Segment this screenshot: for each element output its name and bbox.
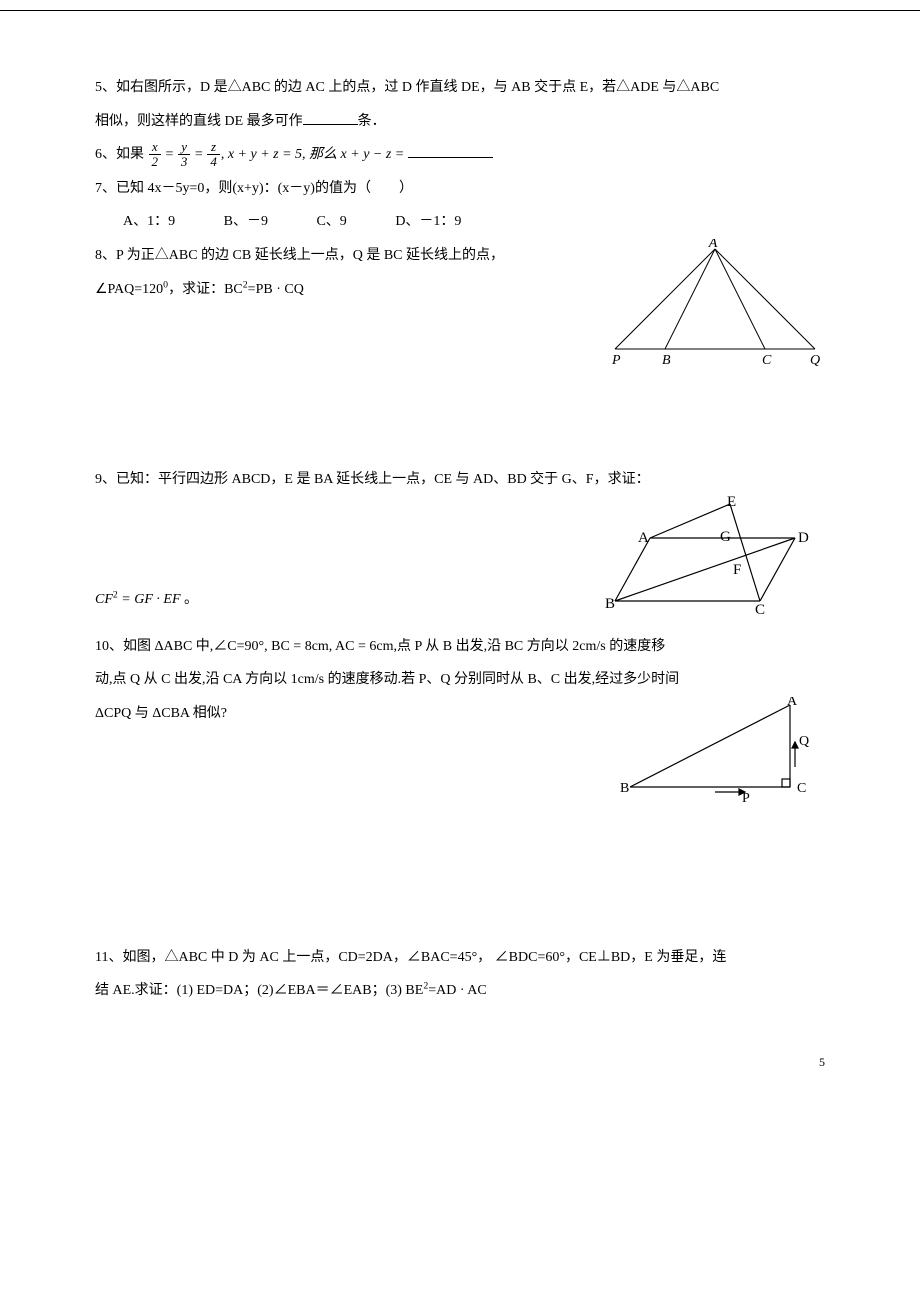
opt-b: B、－9 [224,205,268,239]
svg-text:B: B [620,781,629,796]
q8-l2a: ∠PAQ=120 [95,282,163,297]
q7-choices: A、1：9 B、－9 C、9 D、－1：9 [95,205,825,239]
question-10: 10、如图 ΔABC 中,∠C=90°, BC = 8cm, AC = 6cm,… [95,630,825,664]
right-triangle-svg: A Q C B P [615,697,825,807]
den: 3 [178,155,191,169]
question-8b: ∠PAQ=1200，求证：BC2=PB · CQ [95,273,610,307]
q10-figure: A Q C B P [615,697,825,821]
q11-l2b: =AD · AC [428,983,486,998]
svg-text:P: P [742,791,750,806]
parallelogram-svg: E A G D F B C [605,496,825,616]
q6-eq: x + y + z = 5, 那么 x + y − z = [228,147,404,162]
q9-period: 。 [184,592,198,607]
q11-l2a: 结 AE.求证：(1) ED=DA；(2)∠EBA＝∠EAB；(3) BE [95,983,423,998]
q9-rest: = GF · EF [118,592,181,607]
question-11: 11、如图，△ABC 中 D 为 AC 上一点，CD=2DA，∠BAC=45°，… [95,941,825,975]
q5-label: 5、 [95,80,116,95]
blank [303,108,358,124]
num: y [178,140,191,155]
q6-mid: , [221,147,225,162]
q7-text: 已知 4x－5y=0，则(x+y)：(x－y)的值为（ ） [116,181,413,196]
svg-text:A: A [787,697,798,709]
question-11b: 结 AE.求证：(1) ED=DA；(2)∠EBA＝∠EAB；(3) BE2=A… [95,974,825,1008]
question-8: 8、P 为正△ABC 的边 CB 延长线上一点，Q 是 BC 延长线上的点， [95,239,610,273]
question-7: 7、已知 4x－5y=0，则(x+y)：(x－y)的值为（ ） [95,172,825,206]
question-5: 5、如右图所示，D 是△ABC 的边 AC 上的点，过 D 作直线 DE，与 A… [95,71,825,105]
question-10-row: ΔCPQ 与 ΔCBA 相似? A [95,697,825,821]
fraction: y3 [178,140,191,170]
q9-cf: CF [95,592,113,607]
svg-text:A: A [708,239,718,251]
q6-pre: 如果 [116,147,144,162]
q9-conclusion: CF2 = GF · EF 。 [95,583,198,617]
q11-l1: 如图，△ABC 中 D 为 AC 上一点，CD=2DA，∠BAC=45°， ∠B… [122,950,726,965]
svg-text:D: D [798,530,809,546]
svg-text:B: B [662,353,671,368]
question-10c: ΔCPQ 与 ΔCBA 相似? [95,697,615,731]
q6-label: 6、 [95,147,116,162]
q7-label: 7、 [95,181,116,196]
q5-ta: 如右图所示，D 是△ABC 的边 AC 上的点，过 D 作直线 DE，与 AB … [116,80,719,95]
q10-l2: 动,点 Q 从 C 出发,沿 CA 方向以 1cm/s 的速度移动.若 P、Q … [95,672,679,687]
q8-label: 8、 [95,248,116,263]
svg-text:A: A [638,530,649,546]
svg-text:P: P [611,353,621,368]
question-8-row: 8、P 为正△ABC 的边 CB 延长线上一点，Q 是 BC 延长线上的点， ∠… [95,239,825,383]
svg-text:C: C [762,353,772,368]
q10-l3: ΔCPQ 与 ΔCBA 相似? [95,706,227,721]
fraction: z4 [207,140,220,170]
question-9: 9、已知：平行四边形 ABCD，E 是 BA 延长线上一点，CE 与 AD、BD… [95,463,825,497]
svg-text:B: B [605,596,615,612]
q5-tc: 条． [358,114,386,129]
fraction: x2 [149,140,162,170]
q9-figure: E A G D F B C [605,496,825,630]
svg-text:C: C [797,781,806,796]
q8-l1: P 为正△ABC 的边 CB 延长线上一点，Q 是 BC 延长线上的点， [116,248,504,263]
question-10b: 动,点 Q 从 C 出发,沿 CA 方向以 1cm/s 的速度移动.若 P、Q … [95,663,825,697]
svg-text:E: E [727,496,736,510]
q10-l1: 如图 ΔABC 中,∠C=90°, BC = 8cm, AC = 6cm,点 P… [123,639,665,654]
q8-figure: A P B C Q [610,239,825,383]
svg-text:F: F [733,562,741,578]
svg-text:C: C [755,602,765,616]
opt-a: A、1：9 [123,205,175,239]
q10-label: 10、 [95,639,123,654]
q9-label: 9、 [95,472,116,487]
svg-text:G: G [720,529,731,545]
q11-label: 11、 [95,950,122,965]
svg-text:Q: Q [810,353,820,368]
q8-l2b: ，求证：BC [168,282,243,297]
page-number: 5 [95,1048,825,1077]
num: z [207,140,220,155]
q8-l2c: =PB · CQ [248,282,304,297]
triangle-paq-svg: A P B C Q [610,239,825,369]
q5-tb: 相似，则这样的直线 DE 最多可作 [95,114,303,129]
den: 2 [149,155,162,169]
question-5b: 相似，则这样的直线 DE 最多可作 条． [95,105,825,139]
opt-d: D、－1：9 [395,205,461,239]
svg-text:Q: Q [799,734,809,749]
opt-c: C、9 [316,205,346,239]
den: 4 [207,155,220,169]
num: x [149,140,162,155]
q9-text: 已知：平行四边形 ABCD，E 是 BA 延长线上一点，CE 与 AD、BD 交… [116,472,650,487]
question-9-row: CF2 = GF · EF 。 [95,496,825,630]
blank [408,142,493,158]
question-6: 6、如果 x2 = y3 = z4, x + y + z = 5, 那么 x +… [95,138,825,172]
